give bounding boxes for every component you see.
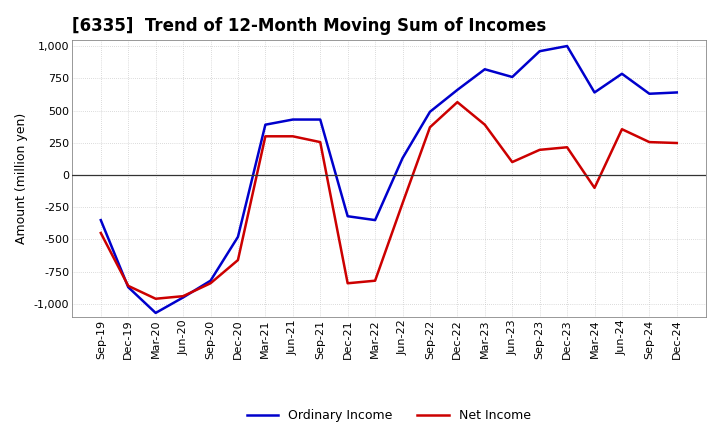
Ordinary Income — [206, 278, 215, 283]
Ordinary Income — [508, 74, 516, 80]
Net Income — [371, 278, 379, 283]
Line: Ordinary Income: Ordinary Income — [101, 46, 677, 313]
Ordinary Income — [289, 117, 297, 122]
Ordinary Income — [563, 44, 572, 49]
Net Income — [590, 185, 599, 191]
Ordinary Income — [179, 295, 187, 300]
Net Income — [206, 281, 215, 286]
Net Income — [233, 257, 242, 263]
Net Income — [618, 127, 626, 132]
Y-axis label: Amount (million yen): Amount (million yen) — [15, 113, 28, 244]
Net Income — [151, 296, 160, 301]
Legend: Ordinary Income, Net Income: Ordinary Income, Net Income — [242, 404, 536, 427]
Text: [6335]  Trend of 12-Month Moving Sum of Incomes: [6335] Trend of 12-Month Moving Sum of I… — [72, 17, 546, 35]
Ordinary Income — [618, 71, 626, 77]
Ordinary Income — [536, 48, 544, 54]
Net Income — [179, 293, 187, 299]
Ordinary Income — [233, 234, 242, 239]
Net Income — [672, 140, 681, 146]
Net Income — [261, 134, 270, 139]
Ordinary Income — [316, 117, 325, 122]
Net Income — [398, 201, 407, 206]
Net Income — [289, 134, 297, 139]
Ordinary Income — [480, 66, 489, 72]
Net Income — [124, 283, 132, 289]
Net Income — [508, 159, 516, 165]
Ordinary Income — [151, 310, 160, 315]
Ordinary Income — [96, 217, 105, 223]
Ordinary Income — [261, 122, 270, 127]
Net Income — [426, 125, 434, 130]
Ordinary Income — [426, 109, 434, 114]
Net Income — [536, 147, 544, 153]
Ordinary Income — [453, 87, 462, 92]
Ordinary Income — [398, 156, 407, 161]
Ordinary Income — [343, 213, 352, 219]
Ordinary Income — [645, 91, 654, 96]
Line: Net Income: Net Income — [101, 102, 677, 299]
Net Income — [563, 145, 572, 150]
Net Income — [645, 139, 654, 145]
Net Income — [453, 99, 462, 105]
Net Income — [316, 139, 325, 145]
Net Income — [480, 122, 489, 127]
Net Income — [96, 231, 105, 236]
Ordinary Income — [371, 217, 379, 223]
Ordinary Income — [124, 285, 132, 290]
Ordinary Income — [672, 90, 681, 95]
Net Income — [343, 281, 352, 286]
Ordinary Income — [590, 90, 599, 95]
